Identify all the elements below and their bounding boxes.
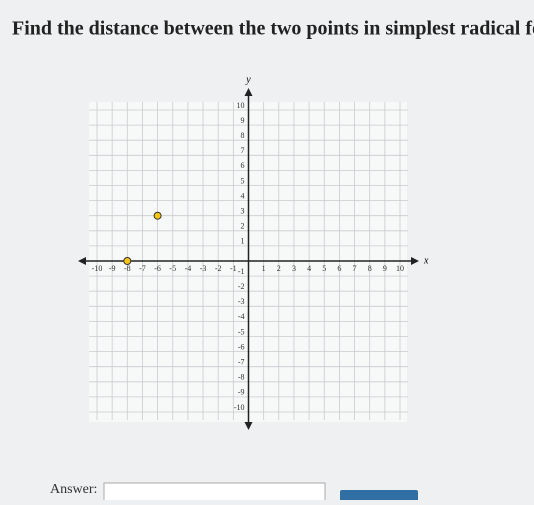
x-tick-label: -4 (185, 264, 192, 273)
x-tick-label: 1 (262, 264, 266, 273)
y-tick-label: 6 (241, 161, 245, 170)
y-tick-label: 10 (237, 101, 245, 110)
x-axis-label: x (423, 255, 429, 266)
y-tick-label: 2 (241, 222, 245, 231)
x-tick-label: -3 (200, 264, 207, 273)
x-tick-label: 6 (337, 264, 341, 273)
x-tick-label: -5 (169, 264, 176, 273)
answer-input[interactable] (103, 482, 326, 504)
y-tick-label: 5 (241, 176, 245, 185)
y-axis-label: y (245, 74, 251, 85)
y-tick-label: 3 (241, 207, 245, 216)
question: Find the distance between the two points… (12, 18, 534, 40)
x-tick-label: -9 (109, 264, 116, 273)
y-tick-label: -5 (238, 327, 245, 336)
x-tick-label: 4 (307, 264, 311, 273)
y-tick-label: 1 (241, 237, 245, 246)
y-tick-label: -10 (234, 403, 245, 412)
x-tick-label: 10 (396, 264, 404, 273)
y-tick-label: -9 (238, 388, 245, 397)
x-tick-label: 7 (353, 264, 357, 273)
point (123, 257, 132, 265)
y-tick-label: -6 (238, 342, 245, 351)
y-tick-label: 9 (241, 116, 245, 125)
y-tick-label: -8 (238, 373, 245, 382)
y-tick-label: 7 (241, 146, 245, 155)
answer-label: Answer: (50, 482, 97, 497)
x-tick-label: -1 (230, 264, 237, 273)
x-tick-label: -10 (92, 264, 103, 273)
x-tick-label: 3 (292, 264, 296, 273)
y-tick-label: -7 (238, 358, 245, 367)
y-tick-label: 8 (241, 131, 245, 140)
x-tick-label: -8 (124, 264, 131, 273)
y-tick-label: -4 (238, 312, 245, 321)
x-tick-label: -2 (215, 264, 222, 273)
submit-button[interactable] (340, 490, 418, 502)
x-tick-label: 5 (322, 264, 326, 273)
x-tick-label: 2 (277, 264, 281, 273)
y-tick-label: -2 (238, 282, 245, 291)
y-tick-label: -3 (238, 297, 245, 306)
point (153, 211, 162, 220)
x-tick-label: 8 (368, 264, 372, 273)
x-tick-label: 9 (383, 264, 387, 273)
x-tick-label: -7 (139, 264, 146, 273)
y-tick-label: 4 (241, 191, 245, 200)
y-tick-label: -1 (238, 267, 245, 276)
x-tick-label: -6 (154, 264, 161, 273)
